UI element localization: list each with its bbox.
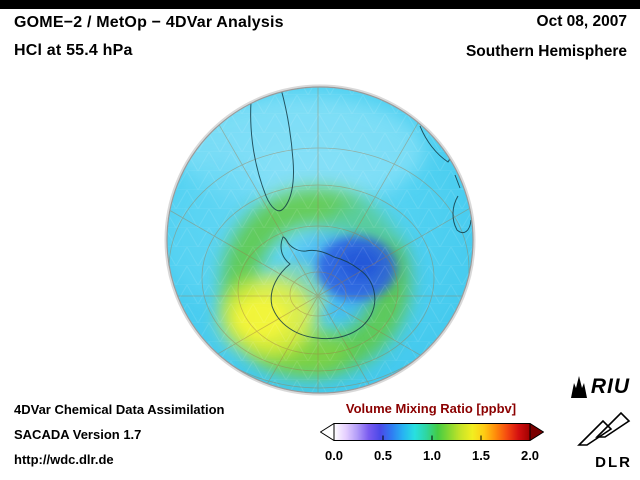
riu-logo-text: RIU [590,375,630,398]
colorbar-tick-labels: 0.0 0.5 1.0 1.5 2.0 [320,448,544,464]
tick-label-4: 2.0 [520,448,540,463]
globe-limb [166,86,474,394]
date-label: Oct 08, 2007 [536,13,627,30]
parallel-45S [201,184,435,372]
riu-spire-icon [570,376,587,398]
top-black-bar [0,0,640,9]
coastline-madagascar [454,174,461,189]
hcl-field [167,87,473,393]
tick-label-1: 0.5 [373,448,393,463]
dlr-logo: DLR [568,410,632,471]
parallel-75S [289,271,347,317]
tick-label-3: 1.5 [471,448,491,463]
meridians [167,87,473,393]
title-line1: GOME−2 / MetOp − 4DVar Analysis [14,14,284,31]
colorbar-left-arrow [320,423,335,441]
dlr-bird-icon [577,411,631,446]
assimilation-label: 4DVar Chemical Data Assimilation [14,402,225,417]
colorbar-tick-marks [382,435,482,441]
parallel-60S [237,225,399,355]
model-mesh-texture [167,87,473,393]
hemisphere-label: Southern Hemisphere [465,43,627,60]
colorbar-right-arrow [529,423,544,441]
graticule [167,87,473,393]
riu-logo: RIU [570,376,630,398]
coastline-antarctica [270,236,376,340]
plot-title-block: GOME−2 / MetOp − 4DVar Analysis HCl at 5… [14,9,284,65]
url-label: http://wdc.dlr.de [14,452,114,467]
coastline-australia [452,195,472,234]
tick-label-0: 0.0 [324,448,344,463]
dlr-logo-text: DLR [595,454,632,471]
version-label: SACADA Version 1.7 [14,427,142,442]
tick-label-2: 1.0 [422,448,442,463]
colorbar-title: Volume Mixing Ratio [ppbv] [345,401,517,416]
title-line2: HCl at 55.4 hPa [14,42,133,59]
colorbar [320,423,544,441]
globe-limb-shadow [164,84,476,396]
credits-block: 4DVar Chemical Data Assimilation SACADA … [14,397,225,472]
coastline-south-america [250,88,294,212]
date-block: Oct 08, 2007 Southern Hemisphere [466,7,627,67]
